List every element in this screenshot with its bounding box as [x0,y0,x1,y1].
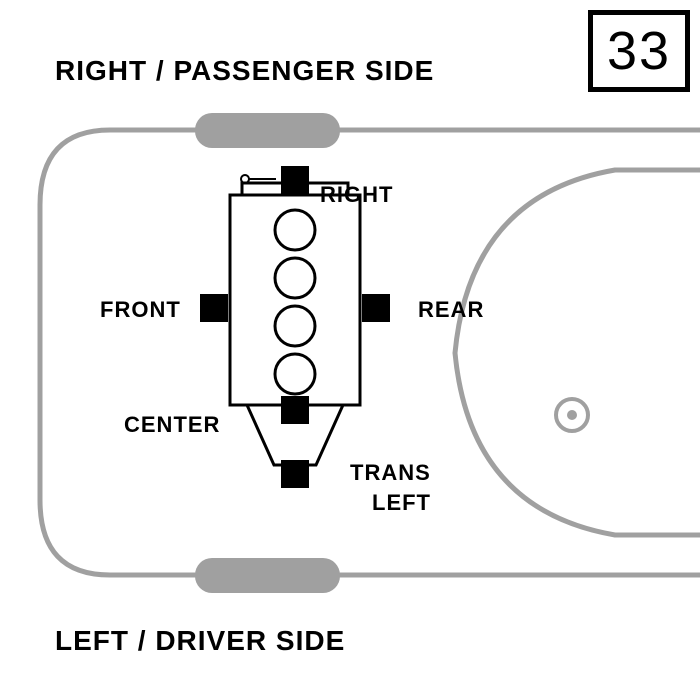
center-label: CENTER [124,412,220,438]
right-passenger-label: RIGHT / PASSENGER SIDE [55,55,434,87]
engine-block [230,195,360,405]
wheel-top [195,113,340,148]
diagram-number: 33 [607,21,671,81]
rear-label: REAR [418,297,484,323]
center-mount [281,396,309,424]
left-driver-label: LEFT / DRIVER SIDE [55,625,345,657]
right-mount [281,166,309,194]
wheel-bottom [195,558,340,593]
left-label: LEFT [372,490,431,516]
diagram-number-box: 33 [588,10,690,92]
front-mount [200,294,228,322]
trans-mount [281,460,309,488]
trans-label: TRANS [350,460,431,486]
car-windshield [455,170,700,535]
fuel-cap-inner [567,410,577,420]
right-label: RIGHT [320,182,393,208]
diagram-svg [0,0,700,700]
rear-mount [362,294,390,322]
front-label: FRONT [100,297,181,323]
